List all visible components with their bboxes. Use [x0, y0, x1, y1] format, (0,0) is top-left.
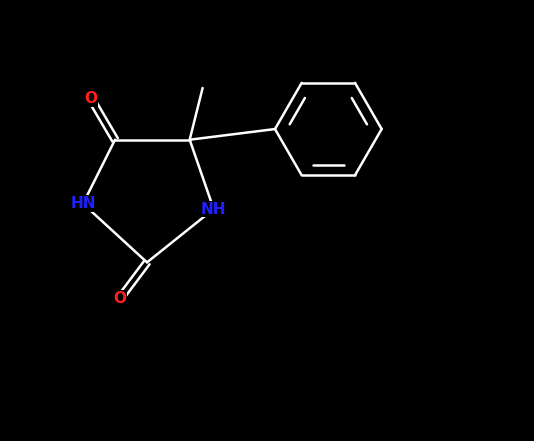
Text: NH: NH [201, 202, 226, 217]
Text: O: O [84, 91, 97, 106]
Text: O: O [113, 291, 127, 306]
Text: HN: HN [70, 196, 96, 211]
